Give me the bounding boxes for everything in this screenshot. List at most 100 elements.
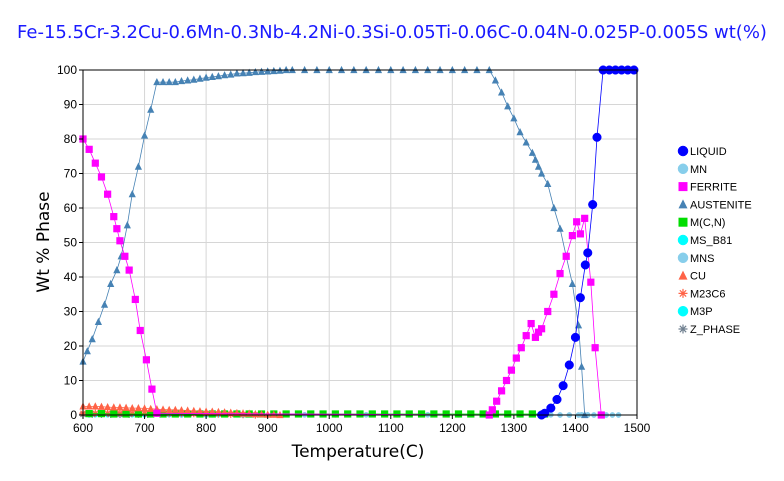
legend-item-liquid: LIQUID (677, 145, 727, 158)
x-tick-label: 1400 (562, 421, 589, 435)
x-tick-label: 1100 (378, 421, 404, 435)
data-point (493, 397, 501, 405)
x-tick-label: 1500 (624, 421, 651, 435)
data-point (491, 76, 500, 84)
data-point (214, 72, 223, 80)
data-point (556, 224, 564, 232)
data-point (531, 333, 540, 341)
legend-label: CU (690, 271, 706, 283)
data-point (116, 403, 124, 411)
y-tick-label: 50 (64, 236, 78, 250)
data-point (121, 252, 129, 260)
data-point (467, 410, 475, 418)
data-point (251, 67, 259, 76)
data-point (534, 162, 543, 170)
data-point (171, 77, 179, 86)
legend-item-cu: CU (678, 270, 706, 283)
data-point (575, 293, 585, 303)
data-point (570, 332, 580, 342)
data-point (184, 76, 192, 84)
x-tick-label: 600 (73, 421, 93, 435)
legend-label: MN (690, 164, 707, 176)
data-point (153, 409, 161, 417)
legend-marker (678, 182, 688, 192)
legend-marker (677, 234, 689, 246)
data-point (113, 225, 121, 233)
data-point (128, 409, 136, 417)
legend-item-mn: MN (677, 163, 707, 176)
data-point (122, 403, 130, 411)
data-point (544, 179, 552, 187)
data-point (488, 406, 496, 414)
data-point (110, 410, 118, 418)
data-point (537, 325, 546, 333)
legend-item-ferrite: FERRITE (678, 182, 737, 194)
data-point (140, 131, 149, 139)
legend-label: Z_PHASE (690, 324, 740, 336)
data-point (140, 409, 149, 417)
data-point (442, 410, 450, 418)
data-point (110, 403, 118, 411)
data-point (142, 356, 151, 364)
data-point (116, 409, 124, 417)
x-tick-label: 700 (135, 421, 155, 435)
data-point (88, 335, 96, 343)
data-point (592, 132, 602, 142)
data-point (580, 260, 590, 270)
data-point (264, 67, 272, 75)
legend-item-m23c6: M23C6 (678, 288, 725, 300)
data-point (430, 410, 438, 418)
y-tick-label: 70 (64, 167, 78, 181)
legend-label: MNS (690, 253, 714, 265)
data-point (507, 366, 516, 374)
data-point (558, 381, 568, 391)
data-point (159, 410, 167, 418)
legend-marker (677, 145, 689, 157)
data-point (581, 214, 589, 222)
y-tick-label: 0 (70, 408, 77, 422)
data-point (528, 148, 536, 156)
data-point (94, 317, 102, 325)
data-point (134, 410, 142, 418)
data-point (239, 69, 247, 77)
y-tick-label: 10 (64, 374, 78, 388)
legend-label: FERRITE (690, 182, 737, 194)
data-point (165, 77, 173, 86)
data-point (497, 88, 506, 96)
data-point (171, 405, 179, 413)
data-point (177, 406, 186, 414)
data-point (583, 248, 593, 258)
legend-label: M3P (690, 306, 713, 318)
data-point (125, 266, 133, 274)
data-point (91, 402, 99, 410)
data-point (531, 155, 540, 163)
legend-marker (678, 270, 688, 280)
data-point (517, 344, 525, 352)
data-point (522, 332, 530, 340)
data-point (233, 69, 241, 77)
data-point (576, 230, 584, 238)
data-point (568, 232, 576, 240)
series-austenite (79, 65, 589, 419)
data-point (550, 203, 558, 212)
data-point (512, 354, 520, 362)
data-point (587, 278, 595, 286)
legend-item-austenite: AUSTENITE (678, 199, 752, 211)
legend-label: MS_B81 (690, 235, 732, 247)
data-point (97, 410, 106, 418)
x-tick-label: 900 (258, 421, 278, 435)
data-point (497, 387, 506, 395)
data-point (202, 407, 210, 415)
data-point (113, 266, 121, 274)
data-point (405, 410, 413, 418)
data-point (190, 75, 198, 83)
data-point (97, 402, 106, 410)
y-tick-label: 80 (64, 132, 78, 146)
data-point (417, 410, 426, 418)
data-point (245, 68, 253, 76)
data-point (136, 326, 144, 335)
data-point (504, 102, 512, 110)
data-point (147, 105, 155, 113)
data-point (564, 360, 574, 370)
